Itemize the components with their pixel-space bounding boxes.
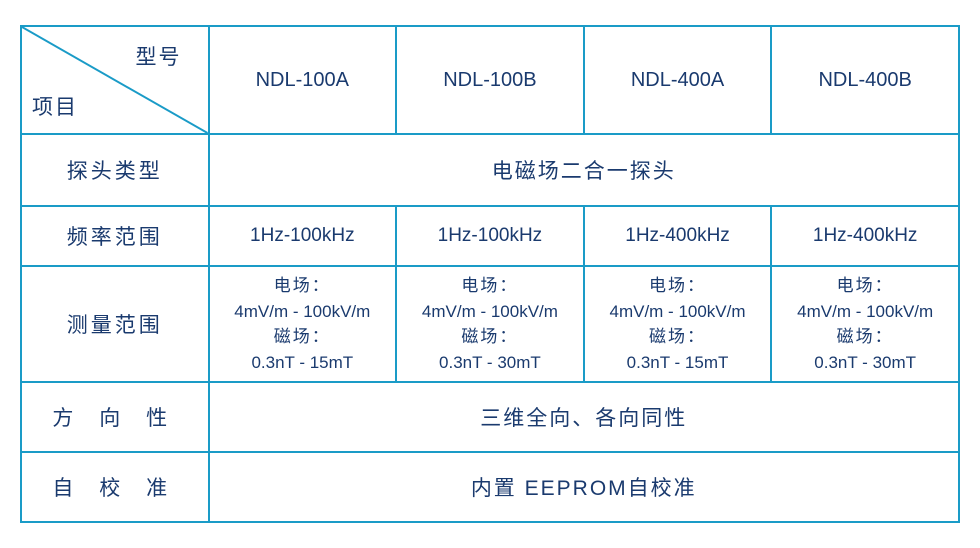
e-label: 电场： [461,276,518,295]
e-value: 4mV/m - 100kV/m [610,302,746,321]
model-col-1: NDL-100B [396,26,584,134]
spec-table: 型号 项目 NDL-100A NDL-100B NDL-400A NDL-400… [20,25,960,523]
range-cell-2: 电场： 4mV/m - 100kV/m 磁场： 0.3nT - 15mT [584,266,772,382]
e-value: 4mV/m - 100kV/m [422,302,558,321]
header-row: 型号 项目 NDL-100A NDL-100B NDL-400A NDL-400… [21,26,959,134]
freq-cell-1: 1Hz-100kHz [396,206,584,266]
calibration-row: 自 校 准 内置 EEPROM自校准 [21,452,959,522]
calibration-label: 自 校 准 [21,452,209,522]
probe-value: 电磁场二合一探头 [209,134,960,206]
m-label: 磁场： [837,327,894,346]
e-value: 4mV/m - 100kV/m [797,302,933,321]
probe-type-row: 探头类型 电磁场二合一探头 [21,134,959,206]
directionality-row: 方 向 性 三维全向、各向同性 [21,382,959,452]
freq-cell-3: 1Hz-400kHz [771,206,959,266]
range-cell-1: 电场： 4mV/m - 100kV/m 磁场： 0.3nT - 30mT [396,266,584,382]
model-col-2: NDL-400A [584,26,772,134]
freq-cell-2: 1Hz-400kHz [584,206,772,266]
header-model-label: 型号 [136,41,182,71]
m-label: 磁场： [274,327,331,346]
m-value: 0.3nT - 15mT [627,353,729,372]
probe-label: 探头类型 [21,134,209,206]
m-label: 磁场： [461,327,518,346]
diagonal-header-cell: 型号 项目 [21,26,209,134]
range-cell-3: 电场： 4mV/m - 100kV/m 磁场： 0.3nT - 30mT [771,266,959,382]
m-value: 0.3nT - 30mT [439,353,541,372]
m-value: 0.3nT - 15mT [251,353,353,372]
calibration-value: 内置 EEPROM自校准 [209,452,960,522]
e-label: 电场： [649,276,706,295]
range-label: 测量范围 [21,266,209,382]
freq-label: 频率范围 [21,206,209,266]
model-col-3: NDL-400B [771,26,959,134]
header-item-label: 项目 [32,91,78,121]
range-cell-0: 电场： 4mV/m - 100kV/m 磁场： 0.3nT - 15mT [209,266,397,382]
measure-range-row: 测量范围 电场： 4mV/m - 100kV/m 磁场： 0.3nT - 15m… [21,266,959,382]
model-col-0: NDL-100A [209,26,397,134]
e-label: 电场： [837,276,894,295]
m-label: 磁场： [649,327,706,346]
direction-label: 方 向 性 [21,382,209,452]
e-value: 4mV/m - 100kV/m [234,302,370,321]
e-label: 电场： [274,276,331,295]
m-value: 0.3nT - 30mT [814,353,916,372]
freq-cell-0: 1Hz-100kHz [209,206,397,266]
frequency-row: 频率范围 1Hz-100kHz 1Hz-100kHz 1Hz-400kHz 1H… [21,206,959,266]
direction-value: 三维全向、各向同性 [209,382,960,452]
